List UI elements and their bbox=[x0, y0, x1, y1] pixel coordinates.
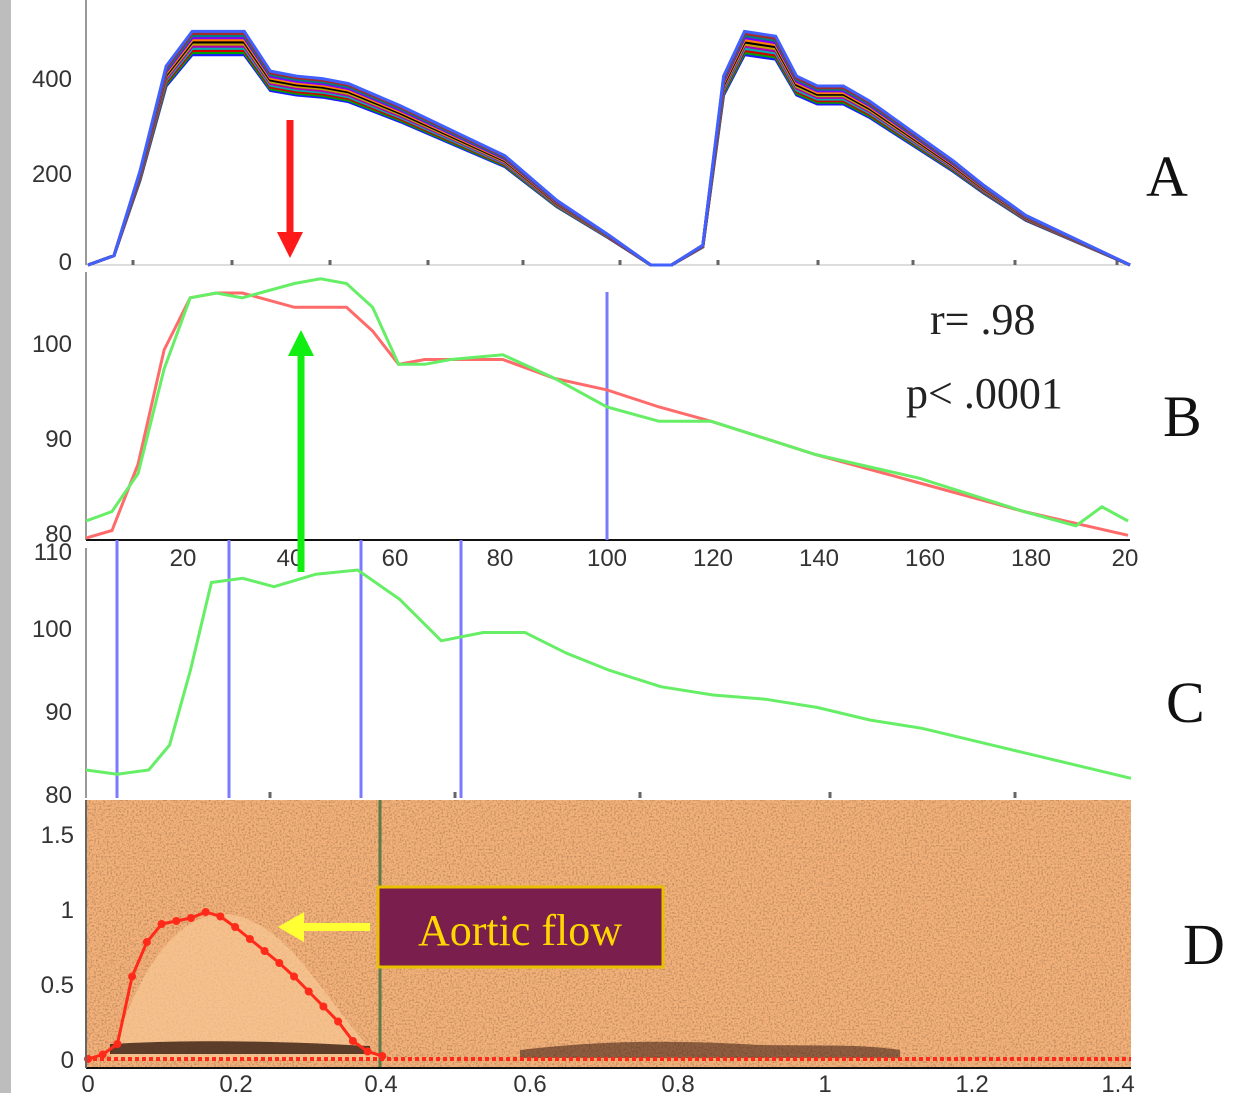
panel-b-p-value: p< .0001 bbox=[906, 369, 1063, 418]
panel-d-xtick-1-2: 1.2 bbox=[955, 1071, 988, 1093]
panel-a-pressure-trace bbox=[87, 42, 1131, 267]
panel-d-xtick-0-2: 0.2 bbox=[219, 1071, 252, 1093]
panel-b-xtick-160: 160 bbox=[905, 545, 945, 572]
panel-b-ytick-80: 80 bbox=[45, 521, 72, 548]
left-gutter bbox=[0, 0, 11, 1093]
panel-a-pressure-trace bbox=[87, 38, 1131, 267]
doppler-baseline-shadow-right bbox=[520, 1041, 900, 1058]
panel-d-flow-point bbox=[142, 938, 151, 946]
panel-d-x-ticks: 0 0.2 0.4 0.6 0.8 1 1.2 1.4 bbox=[81, 1071, 1134, 1093]
panel-d-flow-point bbox=[363, 1047, 372, 1056]
panel-d-flow-point bbox=[304, 987, 313, 996]
panel-c-letter: C bbox=[1166, 670, 1205, 735]
panel-d-aortic-flow-trace bbox=[84, 908, 387, 1063]
panel-a-pressure-trace bbox=[87, 50, 1131, 267]
panel-d-xtick-1: 1 bbox=[818, 1071, 831, 1093]
panel-b-r-value: r= .98 bbox=[930, 295, 1035, 344]
panel-b-x-ticks: 20 40 60 80 100 120 140 160 180 20 bbox=[170, 545, 1139, 572]
panel-d-flow-point bbox=[113, 1040, 122, 1048]
panel-d-flow-point bbox=[157, 920, 166, 928]
panel-b-xtick-20: 20 bbox=[170, 545, 197, 572]
panel-a-ytick-200: 200 bbox=[32, 161, 72, 188]
panel-b-xtick-180: 180 bbox=[1011, 545, 1051, 572]
panel-b-ytick-90: 90 bbox=[45, 426, 72, 453]
panel-c-ytick-110: 110 bbox=[34, 539, 72, 566]
aortic-flow-label: Aortic flow bbox=[376, 885, 665, 969]
panel-c-ytick-80: 80 bbox=[45, 782, 72, 809]
panel-a: 0 200 400 A bbox=[32, 0, 1188, 276]
panel-b-ytick-100: 100 bbox=[32, 331, 72, 358]
panel-d-flow-point bbox=[260, 947, 269, 955]
panel-a-x-tick-marks bbox=[131, 260, 1119, 265]
doppler-flow-envelope bbox=[110, 914, 380, 1060]
panel-d-flow-point bbox=[128, 972, 137, 981]
green-arrow-head bbox=[288, 330, 314, 356]
doppler-baseline-shadow-left bbox=[110, 1041, 370, 1054]
panel-d-ytick-1-5: 1.5 bbox=[41, 822, 74, 849]
panel-d-flow-point bbox=[319, 1002, 328, 1011]
green-arrow bbox=[288, 330, 314, 572]
panel-a-pressure-trace bbox=[87, 48, 1131, 267]
panel-d-flow-point bbox=[348, 1037, 357, 1045]
panel-d-flow-point bbox=[290, 972, 298, 981]
aortic-flow-label-text: Aortic flow bbox=[418, 906, 622, 955]
panel-a-pressure-bundle bbox=[87, 29, 1131, 267]
panel-a-ytick-400: 400 bbox=[32, 66, 72, 93]
panel-b-xtick-200: 20 bbox=[1112, 545, 1139, 572]
panel-d-letter: D bbox=[1183, 912, 1225, 977]
panel-d-flow-point bbox=[334, 1017, 343, 1026]
panel-b-xtick-100: 100 bbox=[587, 545, 627, 572]
panel-d-ytick-1: 1 bbox=[61, 897, 74, 924]
panel-c-model-curve bbox=[85, 568, 1132, 780]
yellow-arrow bbox=[278, 912, 370, 942]
panel-c-x-tick-marks bbox=[268, 792, 1017, 798]
panel-d-xtick-0: 0 bbox=[81, 1071, 94, 1093]
yellow-arrow-head bbox=[278, 912, 304, 942]
red-arrow bbox=[277, 120, 303, 258]
aortic-flow-label-box bbox=[376, 885, 665, 969]
panel-a-pressure-trace bbox=[87, 44, 1131, 267]
panel-d-ytick-0-5: 0.5 bbox=[41, 972, 74, 999]
panel-b-xtick-120: 120 bbox=[693, 545, 733, 572]
panel-a-pressure-trace bbox=[87, 29, 1131, 267]
panel-d-flow-point bbox=[378, 1052, 387, 1060]
panel-d: 1.5 1 0.5 0 0 0.2 0.4 0.6 0.8 1 1.2 1.4 … bbox=[41, 800, 1225, 1093]
panel-b-letter: B bbox=[1163, 384, 1202, 449]
panel-a-ytick-0: 0 bbox=[59, 249, 72, 276]
panel-b-xtick-60: 60 bbox=[382, 545, 409, 572]
panel-d-xtick-0-6: 0.6 bbox=[513, 1071, 546, 1093]
panel-a-pressure-trace bbox=[87, 46, 1131, 267]
panel-d-flow-point bbox=[231, 923, 240, 931]
panel-b-xtick-80: 80 bbox=[487, 545, 514, 572]
panel-d-flow-point bbox=[201, 908, 210, 916]
panel-d-ytick-0: 0 bbox=[61, 1047, 74, 1074]
panel-d-flow-point bbox=[216, 912, 225, 921]
panel-d-flow-point bbox=[98, 1050, 107, 1059]
panel-b-model-curve bbox=[85, 277, 1129, 528]
panel-a-pressure-trace bbox=[87, 33, 1131, 267]
panel-d-flow-point bbox=[245, 935, 254, 943]
panel-a-pressure-trace bbox=[87, 40, 1131, 267]
panel-b: 100 90 80 20 40 60 80 100 120 140 160 18… bbox=[32, 272, 1202, 572]
red-arrow-head bbox=[277, 232, 303, 258]
panel-d-xtick-0-4: 0.4 bbox=[364, 1071, 397, 1093]
panel-d-flow-point bbox=[187, 914, 195, 922]
panel-d-flow-point bbox=[172, 917, 181, 925]
panel-d-xtick-0-8: 0.8 bbox=[661, 1071, 694, 1093]
panel-b-xtick-140: 140 bbox=[799, 545, 839, 572]
panel-a-pressure-trace bbox=[87, 36, 1131, 267]
panel-a-letter: A bbox=[1146, 144, 1188, 209]
panel-a-pressure-trace bbox=[87, 31, 1131, 267]
panel-d-axis-band bbox=[86, 1068, 1131, 1093]
panel-d-xtick-1-4: 1.4 bbox=[1101, 1071, 1134, 1093]
panel-d-flow-point bbox=[275, 959, 284, 967]
panel-c: 110 100 90 80 C bbox=[32, 539, 1205, 809]
panel-c-ytick-100: 100 bbox=[32, 616, 72, 643]
panel-c-ytick-90: 90 bbox=[45, 699, 72, 726]
